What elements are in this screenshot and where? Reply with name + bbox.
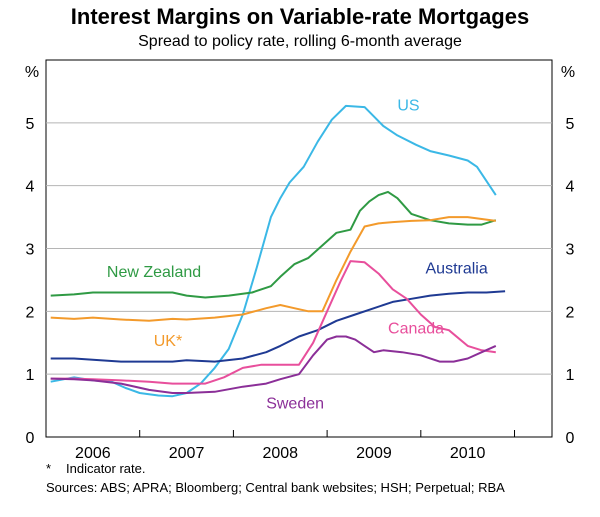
y-tick-label-left: 5: [26, 116, 35, 133]
y-tick-label-left: 3: [26, 242, 35, 259]
series-label-canada: Canada: [388, 320, 444, 337]
footnote-marker: *: [46, 461, 52, 476]
series-line-sweden: [50, 335, 497, 394]
series-label-australia: Australia: [426, 261, 488, 278]
x-tick-label: 2009: [356, 445, 392, 462]
series-label-sweden: Sweden: [266, 396, 324, 413]
series-label-uk: UK*: [154, 333, 182, 350]
y-tick-label-right: 0: [566, 430, 575, 447]
y-axis-unit-left: %: [25, 64, 39, 81]
y-tick-label-left: 2: [26, 304, 35, 321]
series-label-us: US: [397, 97, 419, 114]
series-line-uk: [50, 216, 496, 322]
series-line-australia: [50, 290, 506, 363]
series-line-canada: [50, 260, 496, 385]
series-line-new-zealand: [50, 190, 497, 299]
y-tick-label-left: 0: [26, 430, 35, 447]
chart-subtitle: Spread to policy rate, rolling 6-month a…: [138, 33, 462, 50]
y-tick-label-right: 3: [566, 242, 575, 259]
sources-note: Sources: ABS; APRA; Bloomberg; Central b…: [46, 480, 505, 495]
x-tick-label: 2008: [262, 445, 298, 462]
chart-title: Interest Margins on Variable-rate Mortga…: [70, 4, 530, 29]
y-tick-label-right: 5: [566, 116, 575, 133]
x-tick-label: 2006: [75, 445, 111, 462]
y-tick-label-right: 4: [566, 179, 575, 196]
y-tick-label-left: 1: [26, 367, 35, 384]
y-tick-label-right: 2: [566, 304, 575, 321]
footnote: * Indicator rate.: [46, 461, 146, 476]
series-line-us: [50, 104, 497, 398]
footnote-text: Indicator rate.: [66, 461, 146, 476]
series-label-new-zealand: New Zealand: [107, 264, 201, 281]
x-tick-label: 2010: [450, 445, 486, 462]
y-tick-label-left: 4: [26, 179, 35, 196]
y-axis-unit-right: %: [561, 64, 575, 81]
y-tick-label-right: 1: [566, 367, 575, 384]
x-tick-label: 2007: [169, 445, 205, 462]
